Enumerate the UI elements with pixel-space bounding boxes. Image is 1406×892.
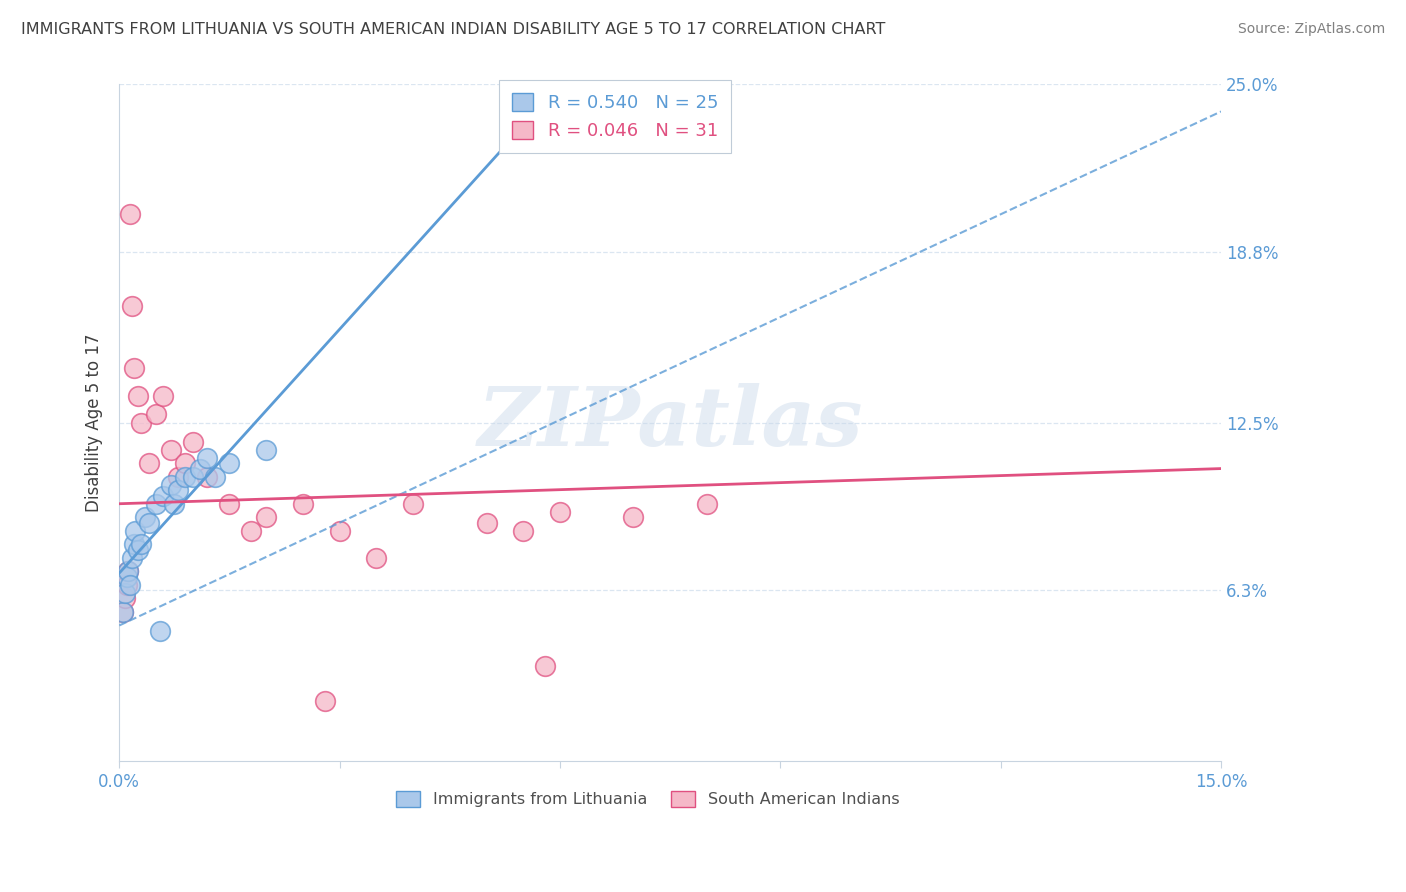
Point	[145, 408, 167, 422]
Point	[366, 550, 388, 565]
Point	[329, 524, 352, 538]
Point	[115, 570, 138, 584]
Point	[623, 510, 645, 524]
Point	[696, 497, 718, 511]
Point	[115, 578, 138, 592]
Point	[114, 586, 136, 600]
Point	[127, 542, 149, 557]
Point	[145, 497, 167, 511]
Point	[254, 510, 277, 524]
Point	[138, 456, 160, 470]
Point	[134, 510, 156, 524]
Point	[218, 497, 240, 511]
Point	[122, 537, 145, 551]
Point	[218, 456, 240, 470]
Legend: Immigrants from Lithuania, South American Indians: Immigrants from Lithuania, South America…	[389, 784, 907, 814]
Y-axis label: Disability Age 5 to 17: Disability Age 5 to 17	[86, 334, 103, 512]
Point	[138, 516, 160, 530]
Point	[117, 565, 139, 579]
Point	[181, 434, 204, 449]
Point	[240, 524, 263, 538]
Point	[120, 207, 142, 221]
Point	[124, 524, 146, 538]
Point	[512, 524, 534, 538]
Point	[131, 416, 153, 430]
Point	[534, 659, 557, 673]
Text: ZIPatlas: ZIPatlas	[478, 383, 863, 463]
Point	[159, 442, 181, 457]
Point	[167, 469, 190, 483]
Point	[291, 497, 314, 511]
Point	[131, 537, 153, 551]
Point	[122, 361, 145, 376]
Point	[197, 450, 219, 465]
Point	[174, 456, 197, 470]
Point	[314, 694, 336, 708]
Point	[174, 469, 197, 483]
Point	[121, 550, 143, 565]
Point	[120, 578, 142, 592]
Point	[204, 469, 226, 483]
Point	[127, 388, 149, 402]
Point	[111, 605, 134, 619]
Point	[167, 483, 190, 498]
Text: Source: ZipAtlas.com: Source: ZipAtlas.com	[1237, 22, 1385, 37]
Point	[159, 478, 181, 492]
Point	[111, 605, 134, 619]
Point	[114, 591, 136, 606]
Point	[152, 388, 174, 402]
Point	[121, 299, 143, 313]
Point	[475, 516, 498, 530]
Text: IMMIGRANTS FROM LITHUANIA VS SOUTH AMERICAN INDIAN DISABILITY AGE 5 TO 17 CORREL: IMMIGRANTS FROM LITHUANIA VS SOUTH AMERI…	[21, 22, 886, 37]
Point	[152, 489, 174, 503]
Point	[188, 461, 211, 475]
Point	[402, 497, 425, 511]
Point	[181, 469, 204, 483]
Point	[254, 442, 277, 457]
Point	[163, 497, 186, 511]
Point	[548, 505, 571, 519]
Point	[149, 624, 172, 638]
Point	[197, 469, 219, 483]
Point	[117, 565, 139, 579]
